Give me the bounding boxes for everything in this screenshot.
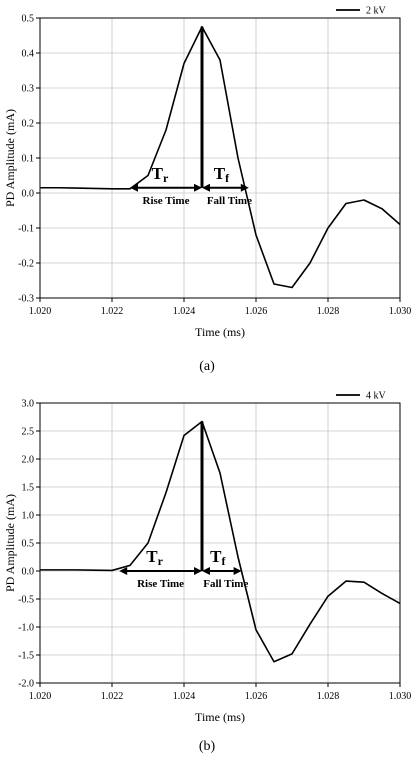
fall-time-symbol: Tf <box>210 547 226 568</box>
legend-label: 4 kV <box>366 391 387 402</box>
rise-arrowhead-right <box>194 183 202 192</box>
y-axis-label: PD Amplitude (mA) <box>3 494 17 592</box>
chart-panel-a: 1.020 1.022 1.024 1.026 1.028 1.030 -0.3 -0.2 -0… <box>3 6 411 375</box>
rise-time-subscript: r <box>163 171 169 185</box>
rise-time-label: Rise Time <box>137 578 184 590</box>
x-tick-label: 1.030 <box>389 306 412 317</box>
fall-arrowhead-right <box>240 183 249 192</box>
fall-time-label: Fall Time <box>207 195 252 207</box>
y-tick-label: 3.0 <box>22 399 35 410</box>
y-tick-label: 1.5 <box>22 483 35 494</box>
fall-time-label: Fall Time <box>203 578 248 590</box>
x-tick-label: 1.026 <box>245 691 268 702</box>
fall-arrowhead-left <box>202 183 210 192</box>
rise-time-subscript: r <box>158 554 164 568</box>
x-tick-label: 1.028 <box>317 306 340 317</box>
y-tick-label: -0.3 <box>18 294 34 305</box>
fall-arrowhead-left <box>202 567 210 575</box>
y-tick-label: -2.0 <box>18 679 34 690</box>
x-tick-label: 1.022 <box>101 306 124 317</box>
y-tick-label: -0.5 <box>18 595 34 606</box>
y-tick-label: 2.5 <box>22 427 35 438</box>
series-line <box>40 25 401 289</box>
y-tick-label: -0.1 <box>18 224 34 235</box>
rise-time-label: Rise Time <box>143 195 190 207</box>
y-tick-label: -0.2 <box>18 259 34 270</box>
rise-arrowhead-left <box>119 567 128 575</box>
y-tick-label: -1.0 <box>18 623 34 634</box>
fall-time-subscript: f <box>225 171 230 185</box>
rise-arrowhead-right <box>194 567 202 575</box>
y-tick-label: 0.2 <box>22 119 35 130</box>
x-tick-label: 1.026 <box>245 306 268 317</box>
fall-arrowhead-right <box>233 567 242 575</box>
x-axis-label: Time (ms) <box>195 325 245 339</box>
y-tick-label: 0.1 <box>22 154 35 165</box>
legend-label: 2 kV <box>366 6 387 17</box>
x-tick-label: 1.020 <box>29 691 52 702</box>
chart-panel-b: 1.020 1.022 1.024 1.026 1.028 1.030 -2.0 -1.5 -1… <box>3 391 411 755</box>
panel-caption: (a) <box>199 359 215 374</box>
x-tick-label: 1.028 <box>317 691 340 702</box>
x-tick-label: 1.022 <box>101 691 124 702</box>
series-line <box>40 420 401 663</box>
y-tick-label: 2.0 <box>22 455 35 466</box>
x-tick-label: 1.024 <box>173 691 196 702</box>
rise-arrowhead-left <box>130 183 138 192</box>
y-tick-label: 0.3 <box>22 84 35 95</box>
y-tick-label: 0.5 <box>22 14 35 25</box>
rise-time-symbol: Tr <box>146 547 163 568</box>
y-tick-label: 0.0 <box>22 189 35 200</box>
y-tick-label: -1.5 <box>18 651 34 662</box>
y-tick-label: 0.5 <box>22 539 35 550</box>
x-axis-label: Time (ms) <box>195 710 245 724</box>
y-tick-label: 0.4 <box>22 49 35 60</box>
y-tick-label: 1.0 <box>22 511 35 522</box>
x-tick-label: 1.024 <box>173 306 196 317</box>
x-tick-label: 1.030 <box>389 691 412 702</box>
panel-caption: (b) <box>199 739 216 754</box>
fall-time-symbol: Tf <box>214 164 230 185</box>
rise-time-symbol: Tr <box>152 164 169 185</box>
y-tick-label: 0.0 <box>22 567 35 578</box>
x-tick-label: 1.020 <box>29 306 52 317</box>
y-axis-label: PD Amplitude (mA) <box>3 109 17 207</box>
fall-time-subscript: f <box>221 554 226 568</box>
